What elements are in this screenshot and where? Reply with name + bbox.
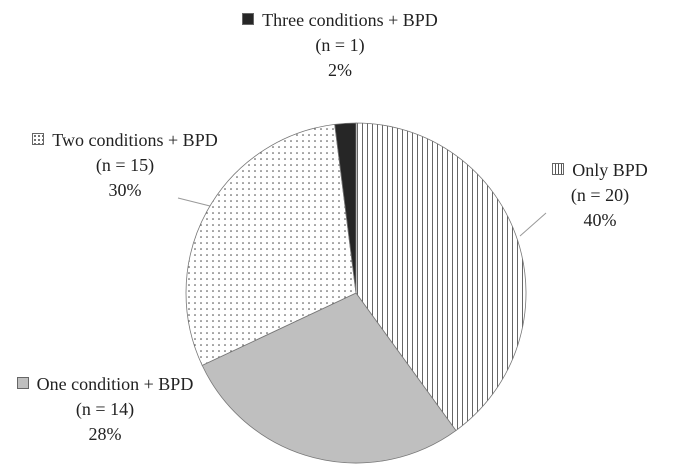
category-label: One condition + BPD xyxy=(36,374,194,394)
category-line: Two conditions + BPD xyxy=(15,128,235,153)
n-label: (n = 15) xyxy=(95,155,155,175)
legend-marker xyxy=(16,377,29,389)
category-line: Only BPD xyxy=(515,158,678,183)
n-label: (n = 14) xyxy=(75,399,135,419)
value-label: 2% xyxy=(328,60,352,80)
category-label: Three conditions + BPD xyxy=(262,10,438,30)
legend-marker xyxy=(552,163,565,175)
category-line: One condition + BPD xyxy=(0,372,210,397)
value-label: 30% xyxy=(108,180,142,200)
pie-slice xyxy=(355,122,527,432)
n-label: (n = 1) xyxy=(315,35,365,55)
slice-label: Three conditions + BPD (n = 1) 2% xyxy=(240,8,440,83)
pie-slice xyxy=(201,292,457,464)
n-label: (n = 20) xyxy=(570,185,630,205)
leader-line xyxy=(519,212,547,237)
legend-marker xyxy=(242,13,255,25)
value-label: 40% xyxy=(583,210,617,230)
leader-line xyxy=(177,197,211,207)
value-label: 28% xyxy=(88,424,122,444)
slice-label: One condition + BPD (n = 14) 28% xyxy=(0,372,210,447)
slice-label: Two conditions + BPD (n = 15) 30% xyxy=(15,128,235,203)
legend-marker xyxy=(32,133,45,145)
category-label: Two conditions + BPD xyxy=(52,130,218,150)
pie-slice xyxy=(185,123,357,366)
pie-slice xyxy=(334,122,357,294)
category-line: Three conditions + BPD xyxy=(240,8,440,33)
slice-label: Only BPD (n = 20) 40% xyxy=(515,158,678,233)
category-label: Only BPD xyxy=(572,160,648,180)
